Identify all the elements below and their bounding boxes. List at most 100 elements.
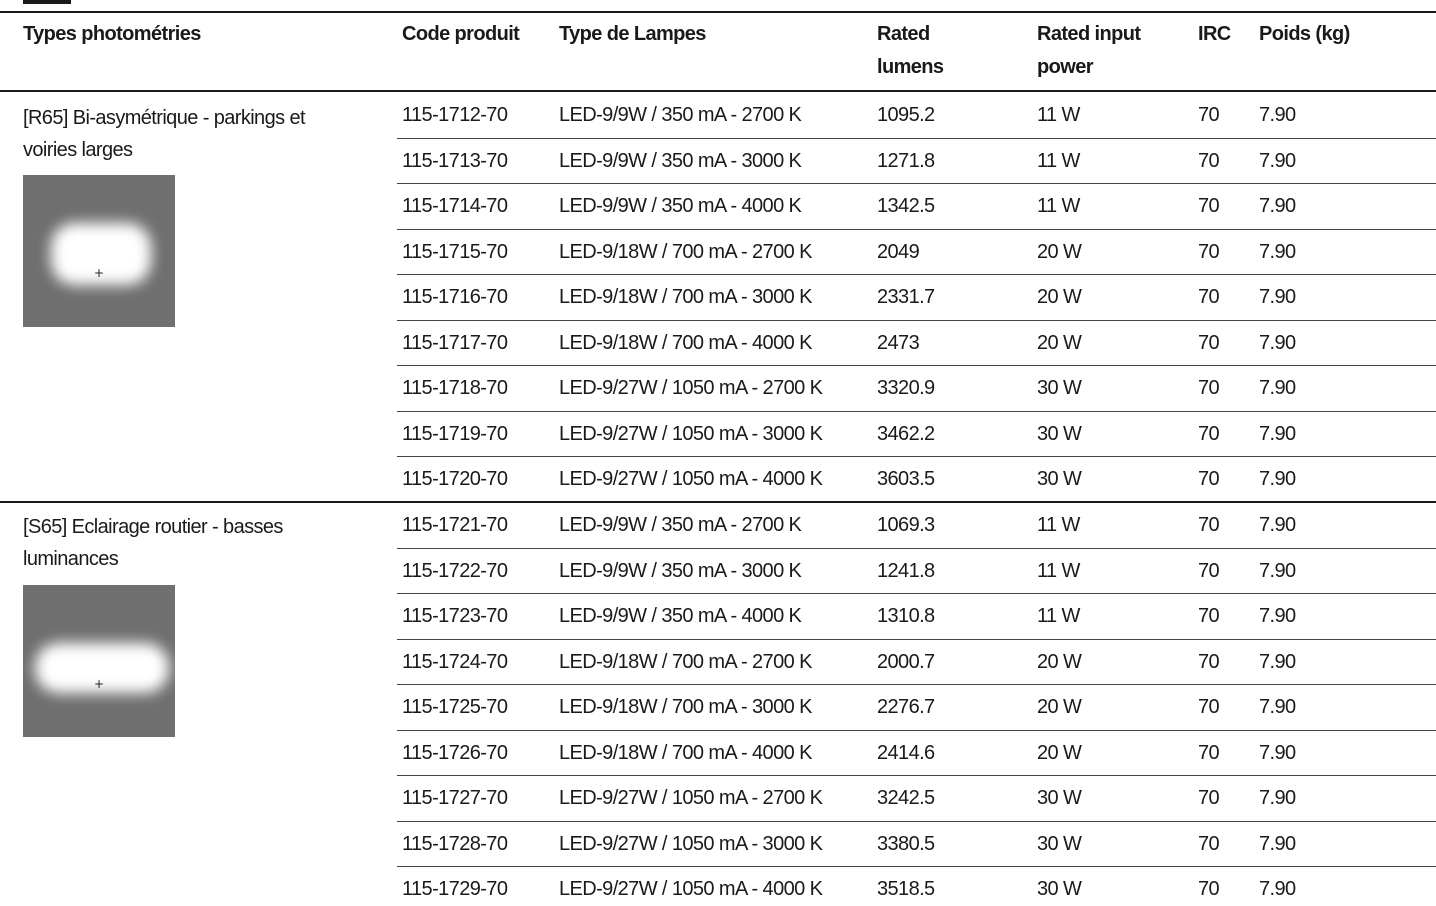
cell-lumens: 2049 bbox=[877, 240, 920, 263]
cell-lumens: 2000.7 bbox=[877, 650, 935, 673]
cell-irc: 70 bbox=[1198, 377, 1220, 399]
header-power-line1: Rated input bbox=[1037, 23, 1141, 45]
cell-irc: 70 bbox=[1198, 696, 1220, 718]
title-remnant bbox=[23, 0, 71, 4]
cell-code: 115-1718-70 bbox=[402, 377, 508, 399]
cell-weight: 7.90 bbox=[1259, 377, 1296, 399]
cell-lamp: LED-9/9W / 350 mA - 2700 K bbox=[559, 104, 802, 126]
cell-lamp: LED-9/9W / 350 mA - 4000 K bbox=[559, 605, 802, 627]
cell-power: 11 W bbox=[1037, 605, 1080, 627]
cell-power: 20 W bbox=[1037, 286, 1082, 308]
cell-irc: 70 bbox=[1198, 422, 1220, 445]
cell-lamp: LED-9/18W / 700 mA - 3000 K bbox=[559, 286, 812, 308]
row-divider bbox=[397, 639, 1436, 640]
cell-irc: 70 bbox=[1198, 878, 1220, 900]
cell-irc: 70 bbox=[1198, 787, 1220, 809]
cell-lumens: 3462.2 bbox=[877, 422, 935, 445]
row-divider bbox=[397, 866, 1436, 867]
cell-irc: 70 bbox=[1198, 240, 1220, 263]
table-top-rule bbox=[0, 11, 1436, 13]
cell-lamp: LED-9/9W / 350 mA - 4000 K bbox=[559, 195, 802, 217]
cell-lumens: 1095.2 bbox=[877, 104, 935, 126]
cell-code: 115-1717-70 bbox=[402, 331, 508, 354]
cell-code: 115-1720-70 bbox=[402, 468, 508, 490]
row-divider bbox=[397, 138, 1436, 139]
header-lamp: Type de Lampes bbox=[559, 23, 706, 45]
cell-lumens: 3380.5 bbox=[877, 832, 935, 855]
cell-irc: 70 bbox=[1198, 741, 1220, 764]
photometry-diagram: + bbox=[23, 175, 175, 327]
cell-power: 11 W bbox=[1037, 195, 1080, 217]
cell-lamp: LED-9/18W / 700 mA - 4000 K bbox=[559, 741, 812, 764]
row-divider bbox=[397, 229, 1436, 230]
cell-irc: 70 bbox=[1198, 650, 1220, 673]
cell-power: 11 W bbox=[1037, 559, 1080, 582]
cell-lamp: LED-9/27W / 1050 mA - 2700 K bbox=[559, 787, 823, 809]
cell-lamp: LED-9/18W / 700 mA - 4000 K bbox=[559, 331, 812, 354]
cell-power: 11 W bbox=[1037, 104, 1080, 126]
row-divider bbox=[397, 411, 1436, 412]
cell-code: 115-1723-70 bbox=[402, 605, 508, 627]
cell-code: 115-1716-70 bbox=[402, 286, 508, 308]
cell-weight: 7.90 bbox=[1259, 696, 1296, 718]
cell-lumens: 1241.8 bbox=[877, 559, 935, 582]
cell-power: 20 W bbox=[1037, 741, 1082, 764]
cell-code: 115-1725-70 bbox=[402, 696, 508, 718]
header-lumens: Rated lumens bbox=[877, 22, 944, 80]
group-separator bbox=[0, 501, 1436, 503]
cell-code: 115-1724-70 bbox=[402, 650, 508, 673]
cell-lamp: LED-9/27W / 1050 mA - 3000 K bbox=[559, 422, 823, 445]
cell-weight: 7.90 bbox=[1259, 514, 1296, 536]
cell-lamp: LED-9/27W / 1050 mA - 2700 K bbox=[559, 377, 823, 399]
cell-power: 30 W bbox=[1037, 422, 1082, 445]
cell-code: 115-1728-70 bbox=[402, 832, 508, 855]
row-divider bbox=[397, 593, 1436, 594]
header-weight: Poids (kg) bbox=[1259, 23, 1350, 45]
cell-lumens: 2331.7 bbox=[877, 286, 935, 308]
cell-lumens: 1310.8 bbox=[877, 605, 935, 627]
cell-lumens: 3320.9 bbox=[877, 377, 935, 399]
cell-code: 115-1726-70 bbox=[402, 741, 508, 764]
cell-irc: 70 bbox=[1198, 195, 1220, 217]
header-lumens-line1: Rated bbox=[877, 23, 930, 45]
cell-lumens: 1069.3 bbox=[877, 514, 935, 536]
cell-code: 115-1729-70 bbox=[402, 878, 508, 900]
cell-weight: 7.90 bbox=[1259, 878, 1296, 900]
cell-code: 115-1722-70 bbox=[402, 559, 508, 582]
group-title: [S65] Eclairage routier - basses luminan… bbox=[23, 516, 283, 570]
center-cross-icon: + bbox=[94, 677, 105, 691]
cell-weight: 7.90 bbox=[1259, 149, 1296, 172]
cell-lamp: LED-9/18W / 700 mA - 3000 K bbox=[559, 696, 812, 718]
cell-code: 115-1715-70 bbox=[402, 240, 508, 263]
cell-power: 20 W bbox=[1037, 696, 1082, 718]
cell-weight: 7.90 bbox=[1259, 195, 1296, 217]
cell-code: 115-1712-70 bbox=[402, 104, 508, 126]
center-cross-icon: + bbox=[94, 266, 105, 280]
row-divider bbox=[397, 456, 1436, 457]
cell-lamp: LED-9/9W / 350 mA - 3000 K bbox=[559, 149, 802, 172]
cell-irc: 70 bbox=[1198, 832, 1220, 855]
cell-weight: 7.90 bbox=[1259, 468, 1296, 490]
cell-weight: 7.90 bbox=[1259, 240, 1296, 263]
group-title: [R65] Bi-asymétrique - parkings et voiri… bbox=[23, 107, 306, 161]
cell-power: 20 W bbox=[1037, 240, 1082, 263]
cell-weight: 7.90 bbox=[1259, 605, 1296, 627]
header-irc: IRC bbox=[1198, 23, 1231, 45]
photometry-diagram: + bbox=[23, 585, 175, 737]
cell-power: 20 W bbox=[1037, 331, 1082, 354]
cell-lamp: LED-9/27W / 1050 mA - 4000 K bbox=[559, 878, 823, 900]
cell-power: 30 W bbox=[1037, 468, 1082, 490]
header-rule bbox=[0, 90, 1436, 92]
header-lumens-line2: lumens bbox=[877, 56, 944, 78]
cell-weight: 7.90 bbox=[1259, 741, 1296, 764]
row-divider bbox=[397, 548, 1436, 549]
cell-power: 11 W bbox=[1037, 514, 1080, 536]
cell-lamp: LED-9/18W / 700 mA - 2700 K bbox=[559, 240, 812, 263]
cell-weight: 7.90 bbox=[1259, 832, 1296, 855]
row-divider bbox=[397, 274, 1436, 275]
cell-code: 115-1713-70 bbox=[402, 149, 508, 172]
header-photometry: Types photométries bbox=[23, 23, 201, 45]
header-power: Rated input power bbox=[1037, 22, 1141, 80]
cell-weight: 7.90 bbox=[1259, 559, 1296, 582]
cell-code: 115-1727-70 bbox=[402, 787, 508, 809]
